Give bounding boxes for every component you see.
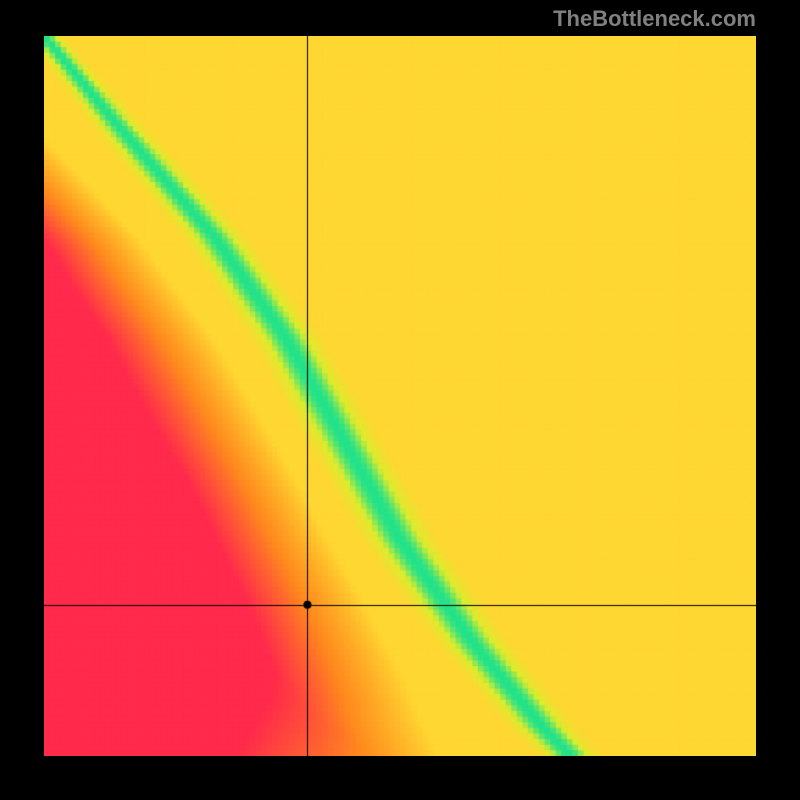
bottleneck-heatmap	[44, 36, 756, 756]
watermark-text: TheBottleneck.com	[553, 6, 756, 32]
